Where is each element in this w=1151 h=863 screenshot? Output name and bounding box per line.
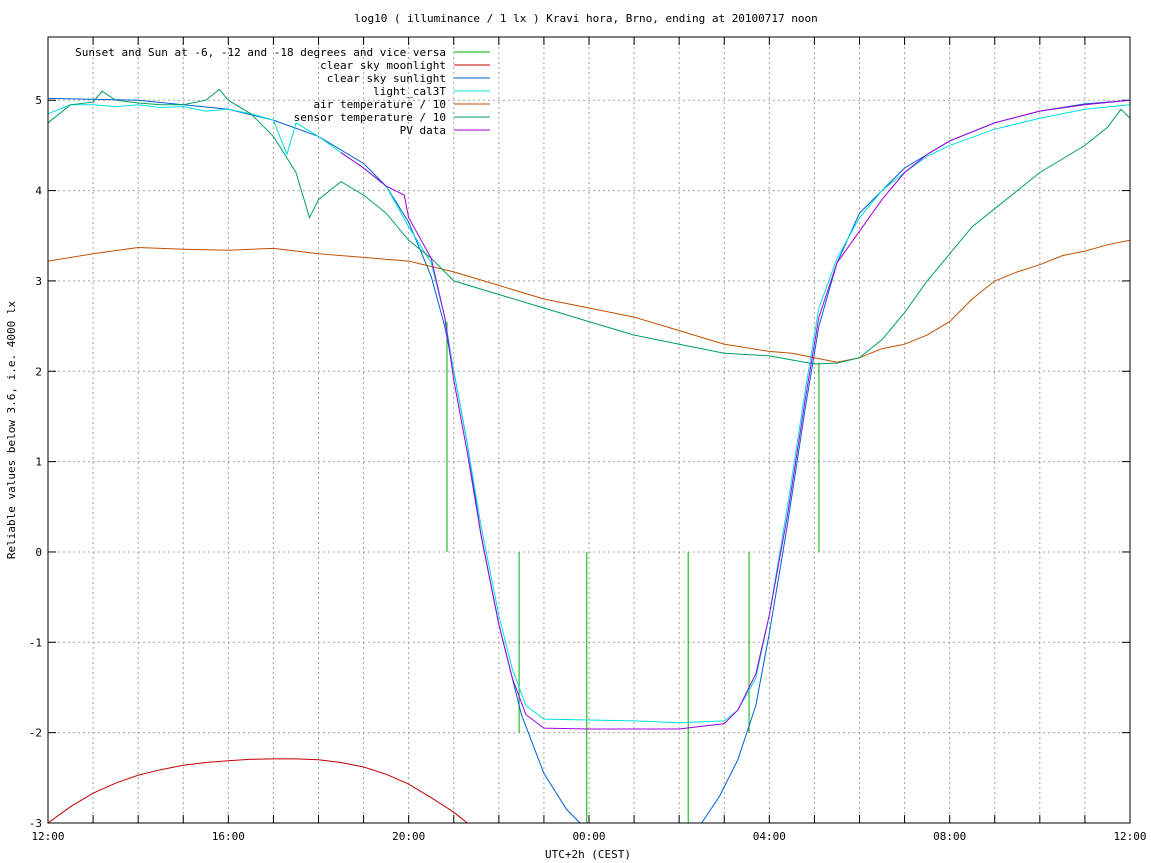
- x-tick-label: 08:00: [933, 830, 966, 843]
- y-tick-label: -2: [29, 727, 42, 740]
- y-tick-label: -3: [29, 817, 42, 830]
- x-tick-label: 20:00: [392, 830, 425, 843]
- legend-label: Sunset and Sun at -6, -12 and -18 degree…: [75, 46, 446, 59]
- y-tick-label: 3: [35, 275, 42, 288]
- x-tick-label: 16:00: [212, 830, 245, 843]
- y-tick-label: 5: [35, 94, 42, 107]
- y-tick-label: 0: [35, 546, 42, 559]
- legend-label: light_cal3T: [373, 85, 446, 98]
- legend-label: clear sky moonlight: [320, 59, 446, 72]
- x-tick-label: 12:00: [1113, 830, 1146, 843]
- x-axis-label: UTC+2h (CEST): [545, 848, 631, 861]
- legend-label: air temperature / 10: [314, 98, 446, 111]
- x-tick-label: 00:00: [572, 830, 605, 843]
- y-tick-label: 2: [35, 365, 42, 378]
- x-tick-label: 04:00: [753, 830, 786, 843]
- chart-title: log10 ( illuminance / 1 lx ) Kravi hora,…: [354, 12, 818, 25]
- legend-label: sensor temperature / 10: [294, 111, 446, 124]
- y-tick-label: -1: [29, 636, 42, 649]
- legend-label: clear sky sunlight: [327, 72, 446, 85]
- y-axis-label: Reliable values below 3.6, i.e. 4000 lx: [5, 300, 18, 559]
- y-tick-label: 1: [35, 456, 42, 469]
- y-tick-label: 4: [35, 185, 42, 198]
- legend-label: PV data: [400, 124, 446, 137]
- x-tick-label: 12:00: [31, 830, 64, 843]
